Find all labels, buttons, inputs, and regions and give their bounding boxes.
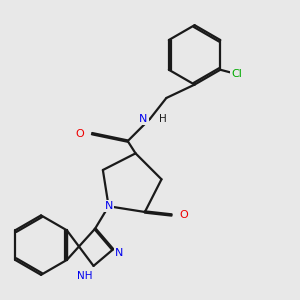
Text: N: N (115, 248, 123, 257)
Text: N: N (139, 114, 148, 124)
Text: H: H (160, 114, 167, 124)
Text: Cl: Cl (231, 69, 242, 79)
Text: NH: NH (77, 271, 92, 281)
Text: O: O (75, 129, 84, 139)
Text: O: O (180, 210, 188, 220)
Text: N: N (104, 201, 113, 211)
